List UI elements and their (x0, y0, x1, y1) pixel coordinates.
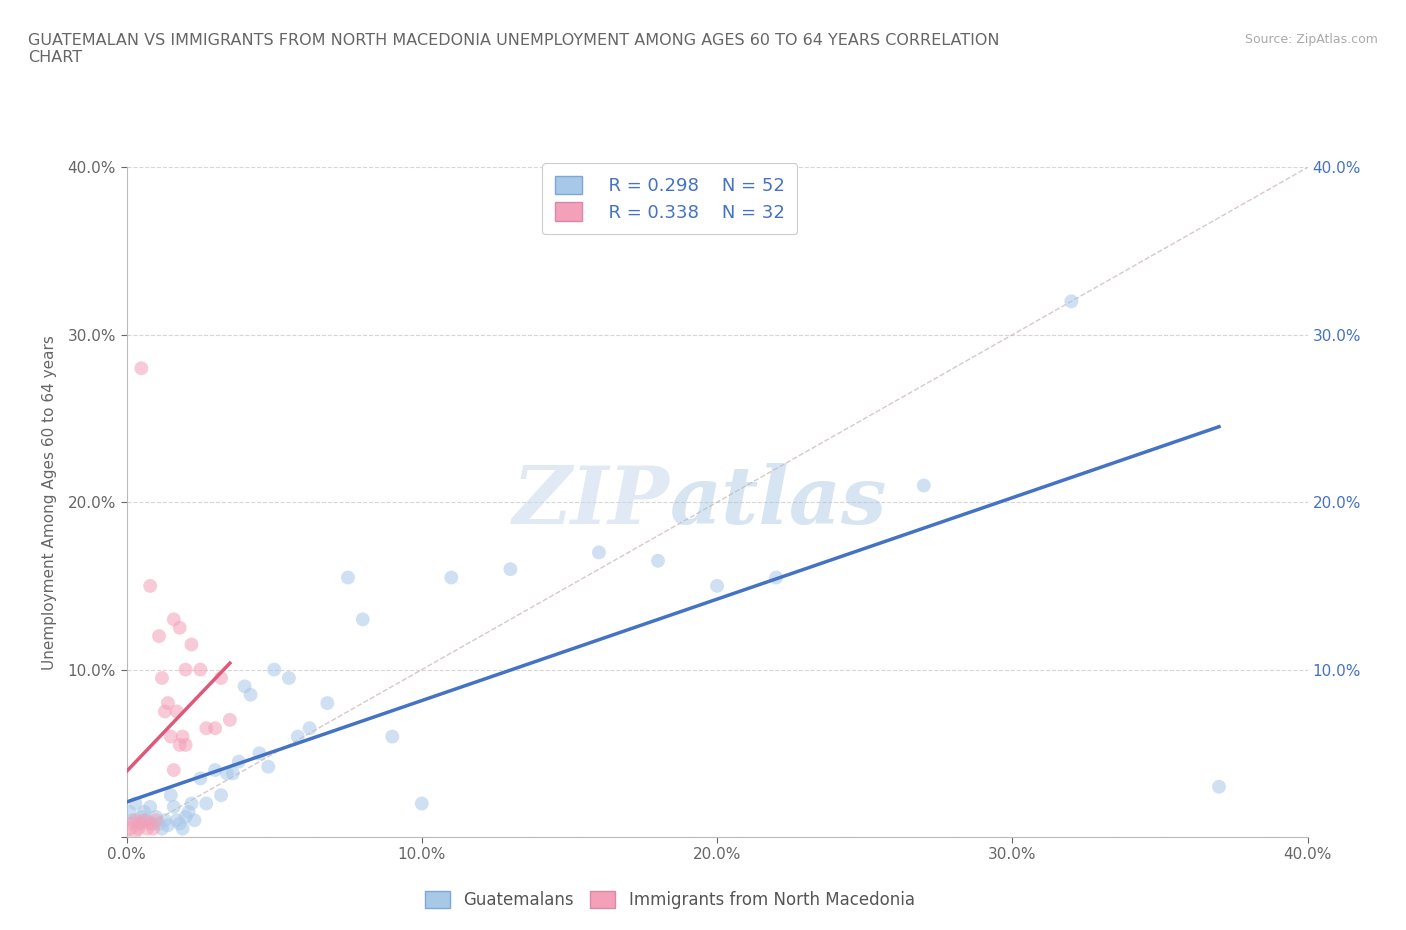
Point (209, 788, 232, 803)
Point (172, 821, 194, 836)
Point (129, 817, 153, 831)
Point (278, 671, 301, 685)
Point (153, 813, 176, 828)
Point (177, 804, 200, 819)
Point (239, 687, 262, 702)
Point (169, 737, 191, 752)
Point (174, 737, 197, 752)
Point (148, 629, 170, 644)
Point (204, 721, 226, 736)
Point (257, 759, 280, 774)
Point (381, 729, 404, 744)
Point (118, 821, 141, 836)
Point (163, 612, 186, 627)
Text: ZIP: ZIP (513, 463, 669, 541)
Point (440, 570, 463, 585)
Point (121, 817, 143, 831)
Point (129, 361, 153, 376)
Point (121, 813, 143, 828)
Point (287, 729, 309, 744)
Y-axis label: Unemployment Among Ages 60 to 64 years: Unemployment Among Ages 60 to 64 years (42, 335, 56, 670)
Point (188, 771, 211, 786)
Point (129, 809, 153, 824)
Point (172, 729, 194, 744)
Text: Source: ZipAtlas.com: Source: ZipAtlas.com (1244, 33, 1378, 46)
Text: GUATEMALAN VS IMMIGRANTS FROM NORTH MACEDONIA UNEMPLOYMENT AMONG AGES 60 TO 64 Y: GUATEMALAN VS IMMIGRANTS FROM NORTH MACE… (28, 33, 1000, 65)
Point (1208, 779, 1230, 794)
Point (156, 696, 179, 711)
Point (765, 570, 787, 585)
Point (145, 809, 167, 824)
Point (134, 813, 156, 828)
Point (263, 662, 285, 677)
Point (647, 553, 669, 568)
Point (127, 817, 149, 831)
Point (134, 804, 156, 819)
Point (156, 817, 179, 832)
Point (136, 821, 159, 836)
Point (174, 809, 197, 824)
Point (247, 746, 270, 761)
Point (222, 766, 245, 781)
Point (233, 679, 256, 694)
Point (298, 721, 321, 736)
Point (1060, 294, 1083, 309)
Point (169, 620, 191, 635)
Point (228, 754, 250, 769)
Point (139, 800, 162, 815)
Point (316, 696, 339, 711)
Point (163, 763, 186, 777)
Point (139, 578, 162, 593)
Point (209, 671, 232, 685)
Point (499, 562, 522, 577)
Point (180, 796, 202, 811)
Text: atlas: atlas (669, 463, 887, 541)
Point (150, 821, 173, 836)
Point (204, 763, 226, 777)
Point (195, 796, 218, 811)
Point (145, 813, 167, 828)
Point (912, 478, 935, 493)
Point (169, 817, 191, 831)
Point (163, 800, 186, 815)
Point (166, 813, 188, 828)
Point (142, 817, 165, 831)
Point (195, 721, 218, 736)
Point (118, 804, 141, 819)
Point (219, 712, 242, 727)
Point (153, 704, 176, 719)
Point (183, 813, 205, 828)
Point (124, 796, 146, 811)
Point (706, 578, 728, 593)
Point (124, 825, 146, 840)
Point (127, 821, 149, 836)
Point (148, 817, 170, 831)
Point (166, 704, 188, 719)
Point (180, 637, 202, 652)
Point (142, 821, 165, 836)
Point (136, 813, 159, 828)
Point (411, 796, 433, 811)
Point (188, 662, 211, 677)
Point (139, 817, 162, 831)
Point (215, 766, 238, 781)
Point (337, 570, 360, 585)
Point (159, 729, 183, 744)
Point (588, 545, 610, 560)
Point (352, 612, 374, 627)
Point (124, 813, 146, 828)
Point (159, 788, 183, 803)
Point (150, 671, 173, 685)
Point (174, 662, 197, 677)
Legend: Guatemalans, Immigrants from North Macedonia: Guatemalans, Immigrants from North Maced… (418, 884, 921, 916)
